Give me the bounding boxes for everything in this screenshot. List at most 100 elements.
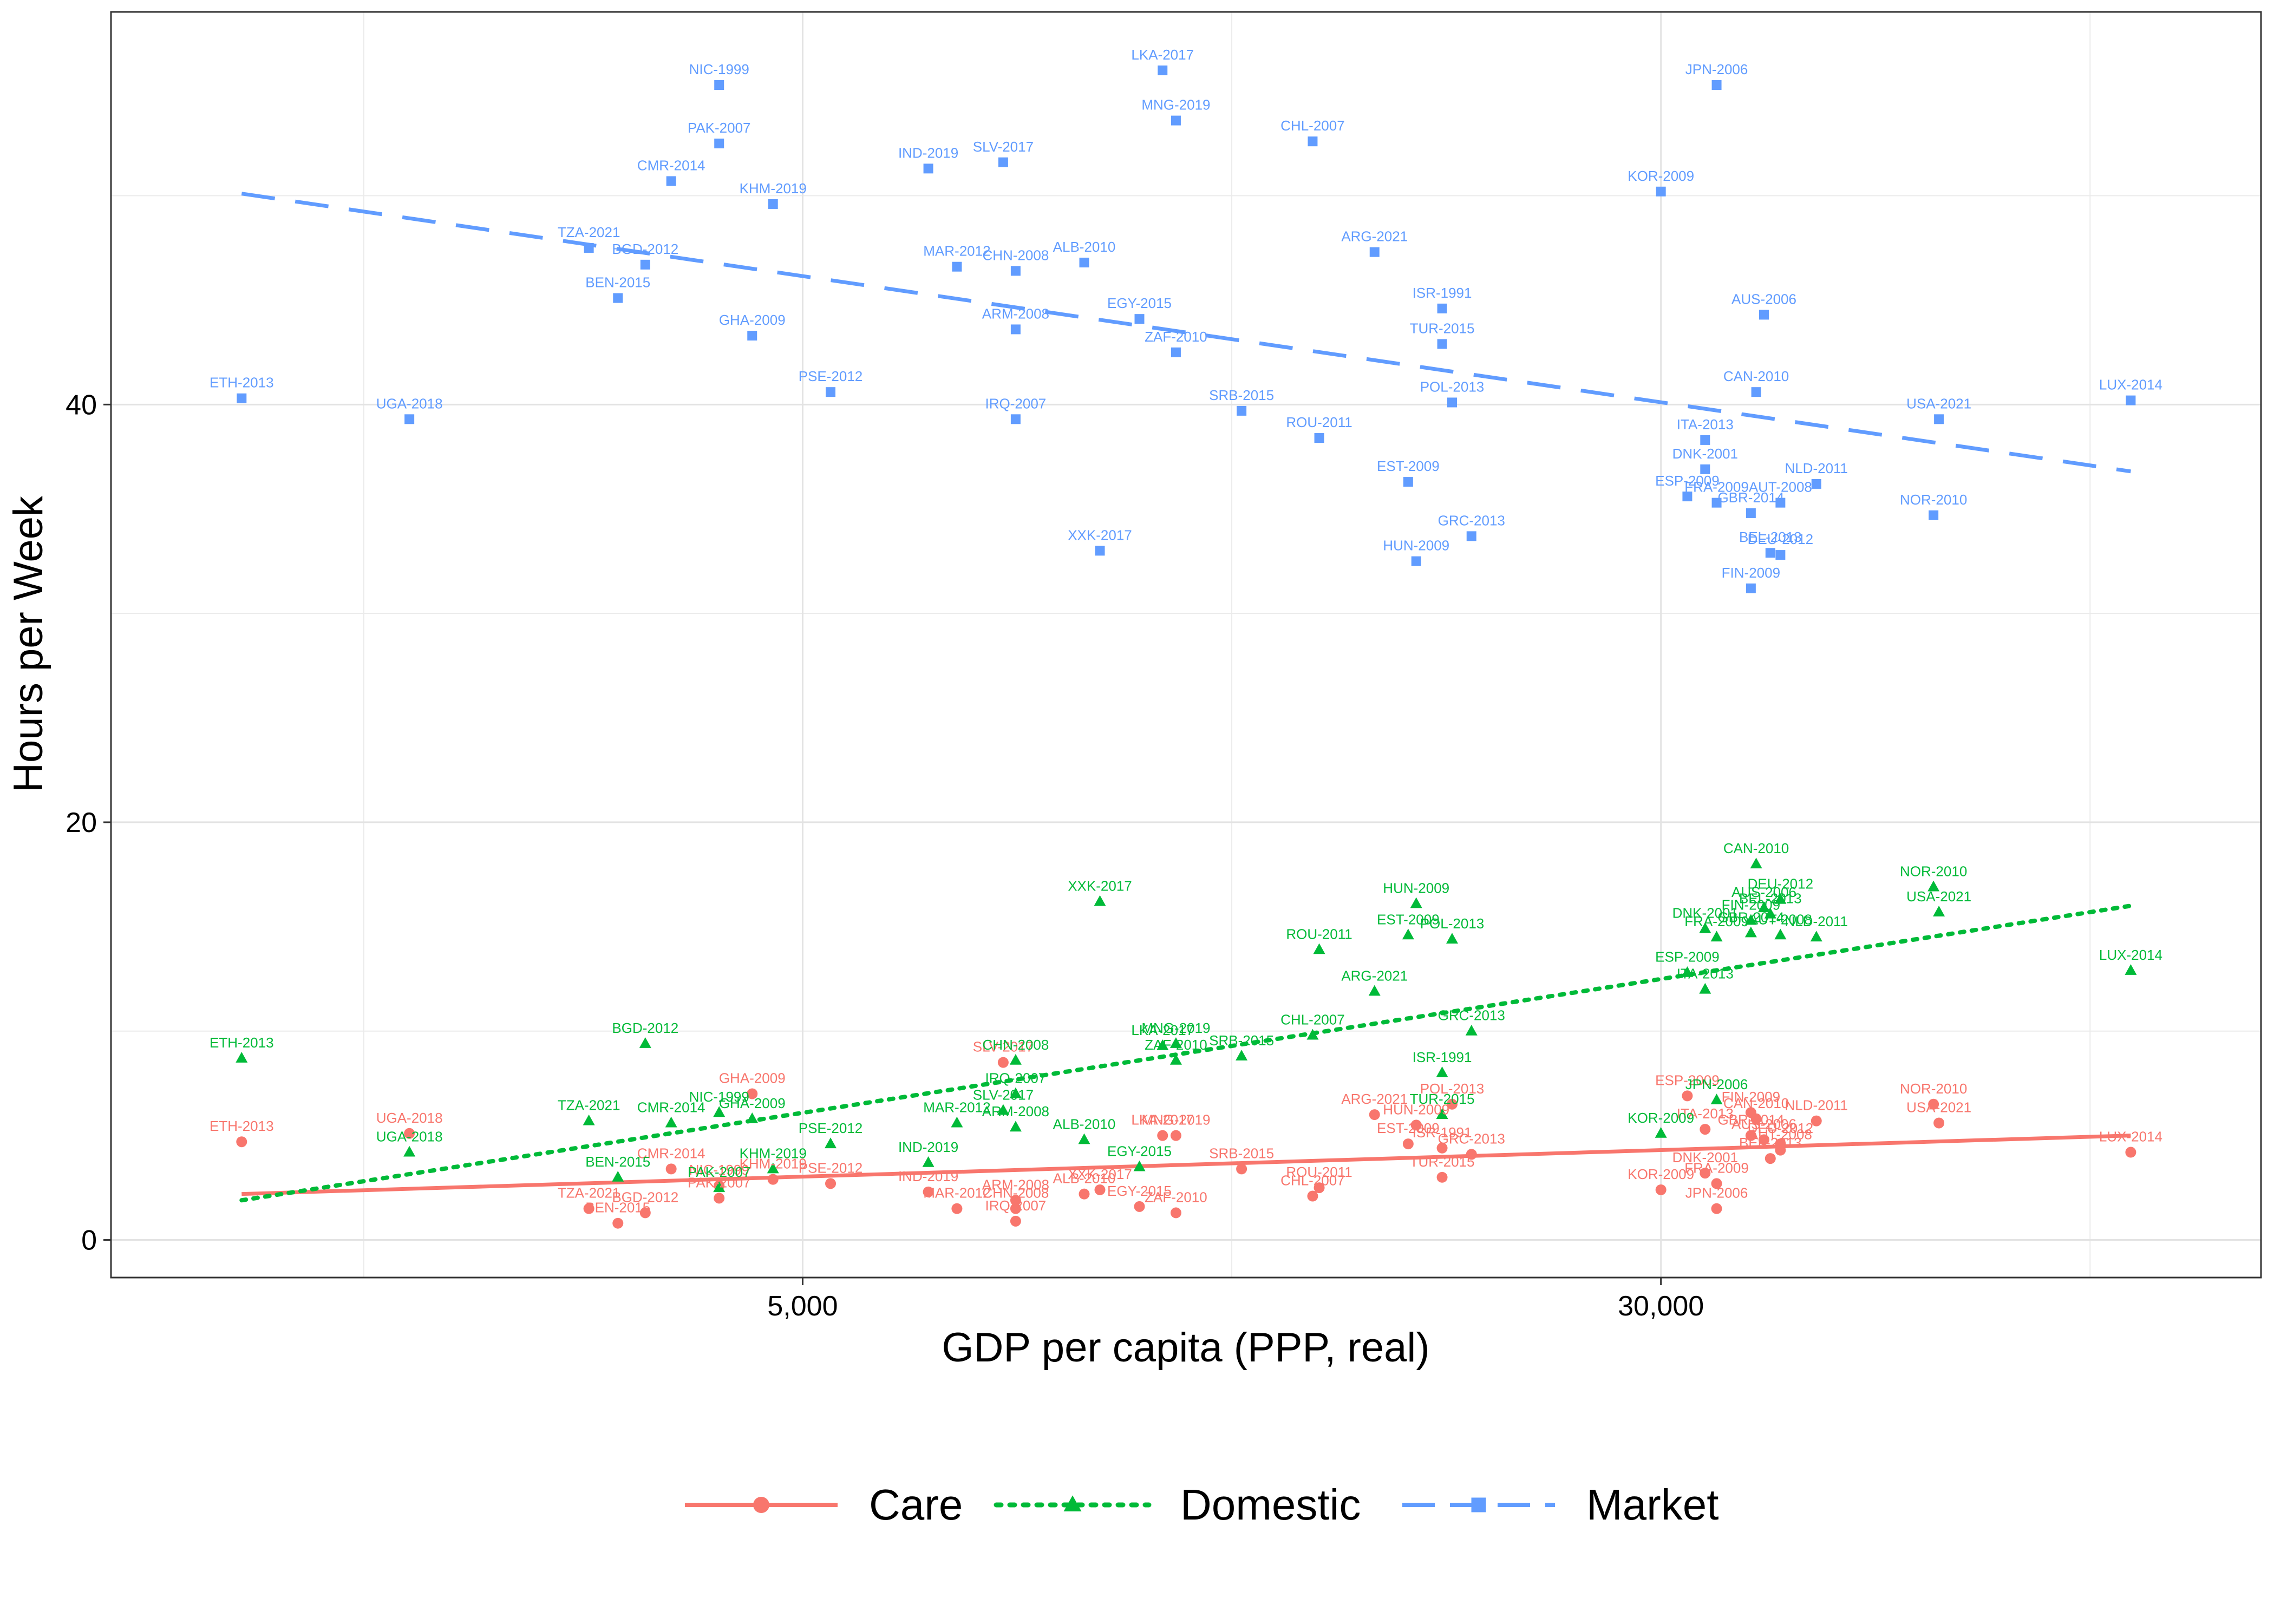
domestic-point-chl-2007 [1306,1029,1319,1040]
care-point-zaf-2010 [1170,1207,1181,1219]
market-point-label: GBR-2014 [1717,489,1784,506]
domestic-point-label: MNG-2019 [1141,1020,1210,1036]
domestic-point-pak-2007 [713,1181,726,1193]
care-point-label: KOR-2009 [1628,1166,1694,1182]
care-point-aus-2006 [1758,1134,1769,1145]
domestic-point-label: NIC-1999 [689,1089,749,1105]
market-point-tza-2021 [584,243,594,253]
domestic-point-label: BEN-2015 [585,1154,650,1170]
market-point-hun-2009 [1411,556,1421,566]
market-point-label: DNK-2001 [1672,446,1738,462]
care-point-isr-1991 [1436,1142,1448,1154]
market-point-label: KHM-2019 [740,180,807,197]
x-axis-title: GDP per capita (PPP, real) [942,1325,1429,1371]
domestic-point-label: FRA-2009 [1684,913,1749,929]
market-point-dnk-2001 [1700,464,1710,474]
care-trend-line [241,1134,2131,1196]
market-point-nld-2011 [1811,479,1821,489]
domestic-point-slv-2017 [997,1104,1009,1115]
care-point-pak-2007 [714,1193,725,1204]
domestic-point-label: FIN-2009 [1722,896,1780,913]
market-point-label: XXK-2017 [1068,527,1132,543]
care-point-label: XXK-2017 [1068,1166,1132,1182]
care-point-label: AUT-2008 [1749,1127,1812,1143]
domestic-point-label: NOR-2010 [1900,863,1967,880]
domestic-point-label: IRQ-2007 [985,1070,1047,1086]
market-point-lka-2017 [1158,66,1168,76]
domestic-point-can-2010 [1750,857,1762,869]
market-point-label: ARG-2021 [1341,228,1408,245]
market-point-label: NOR-2010 [1900,492,1967,508]
market-point-label: PSE-2012 [799,368,863,384]
care-point-label: UGA-2018 [376,1110,443,1126]
domestic-point-label: JPN-2006 [1685,1076,1748,1092]
domestic-point-label: CHL-2007 [1280,1011,1345,1027]
market-point-label: KOR-2009 [1628,168,1694,184]
domestic-point-label: UGA-2018 [376,1129,443,1145]
domestic-point-label: TUR-2015 [1410,1091,1475,1107]
market-point-label: TZA-2021 [558,224,620,240]
care-point-xxk-2017 [1094,1184,1106,1195]
market-point-label: BEN-2015 [585,274,650,291]
market-point-label: CHL-2007 [1280,117,1345,134]
market-point-gbr-2014 [1746,508,1756,518]
care-point-arg-2021 [1369,1109,1380,1121]
care-point-label: EST-2009 [1377,1120,1440,1136]
care-point-nld-2011 [1811,1115,1822,1127]
market-point-label: MNG-2019 [1141,97,1210,113]
domestic-point-bel-2013 [1764,907,1776,919]
care-point-label: BEL-2013 [1739,1135,1802,1151]
domestic-point-uga-2018 [403,1145,416,1157]
domestic-point-label: CHN-2008 [982,1037,1049,1053]
x-tick-label: 5,000 [767,1291,838,1322]
market-point-ben-2015 [613,293,623,303]
care-point-label: ROU-2011 [1286,1164,1352,1180]
market-point-pak-2007 [714,139,724,149]
market-point-label: NLD-2011 [1785,460,1848,476]
domestic-point-label: ESP-2009 [1655,949,1720,965]
care-point-label: HUN-2009 [1383,1101,1449,1117]
domestic-point-deu-2012 [1774,893,1787,904]
domestic-point-grc-2013 [1465,1024,1478,1036]
care-point-label: LKA-2017 [1131,1112,1194,1128]
domestic-point-ita-2013 [1699,983,1711,994]
care-point-label: ALB-2010 [1053,1170,1116,1187]
y-tick-label: 20 [66,807,97,839]
domestic-point-chn-2008 [1009,1053,1022,1065]
care-point-aut-2008 [1775,1144,1786,1156]
market-point-label: IND-2019 [898,145,958,161]
care-point-lux-2014 [2125,1147,2136,1158]
market-point-can-2010 [1751,387,1761,397]
domestic-point-label: ITA-2013 [1677,966,1734,982]
care-point-fra-2009 [1711,1178,1722,1189]
care-point-tza-2021 [583,1203,594,1214]
domestic-point-label: ISR-1991 [1413,1049,1472,1065]
point-labels: ETH-2013UGA-2018TZA-2021BEN-2015BGD-2012… [210,47,2162,1216]
market-point-kor-2009 [1656,186,1666,197]
market-point-label: ESP-2009 [1655,473,1720,489]
domestic-point-label: GBR-2014 [1717,909,1784,925]
legend: Care Domestic Market [685,1481,1719,1529]
care-point-label: CHL-2007 [1280,1173,1345,1189]
domestic-point-label: USA-2021 [1906,888,1971,905]
market-point-rou-2011 [1314,433,1324,443]
market-point-irq-2007 [1010,414,1021,424]
domestic-point-label: KOR-2009 [1628,1110,1694,1126]
market-point-label: ROU-2011 [1286,414,1352,430]
care-point-label: USA-2021 [1906,1099,1971,1116]
care-point-label: BEN-2015 [585,1200,650,1216]
care-point-label: CAN-2010 [1723,1095,1789,1111]
domestic-point-mng-2019 [1169,1037,1182,1048]
market-legend-key [1471,1497,1486,1512]
care-point-gha-2009 [747,1088,758,1099]
domestic-point-tur-2015 [1436,1108,1448,1119]
market-point-label: JPN-2006 [1685,61,1748,77]
domestic-point-label: SRB-2015 [1209,1032,1274,1049]
market-point-mar-2012 [952,261,962,272]
market-point-label: ETH-2013 [210,375,274,391]
care-point-pse-2012 [825,1178,837,1189]
care-point-label: NLD-2011 [1785,1097,1848,1114]
domestic-point-fin-2009 [1744,914,1757,925]
market-point-label: ARM-2008 [982,305,1049,322]
market-point-mng-2019 [1171,115,1181,126]
